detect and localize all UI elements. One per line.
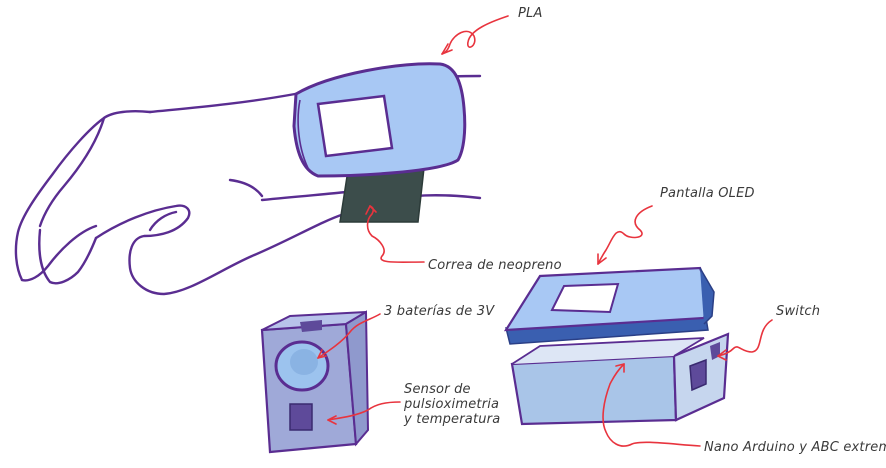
electronics-box bbox=[510, 332, 730, 426]
label-sensor: Sensor de pulsioximetria y temperatura bbox=[404, 382, 501, 427]
sensor-module bbox=[260, 310, 370, 454]
annotation-arrows bbox=[317, 15, 773, 447]
hand-outline bbox=[14, 74, 482, 296]
oled-lid bbox=[503, 266, 715, 345]
label-oled: Pantalla OLED bbox=[660, 186, 755, 201]
label-batteries: 3 baterías de 3V bbox=[384, 304, 495, 319]
label-strap: Correa de neopreno bbox=[428, 258, 562, 273]
label-arduino: Nano Arduino y ABC extremo bbox=[704, 440, 886, 455]
pla-case bbox=[292, 62, 467, 178]
label-switch: Switch bbox=[776, 304, 821, 319]
label-pla: PLA bbox=[518, 6, 543, 21]
